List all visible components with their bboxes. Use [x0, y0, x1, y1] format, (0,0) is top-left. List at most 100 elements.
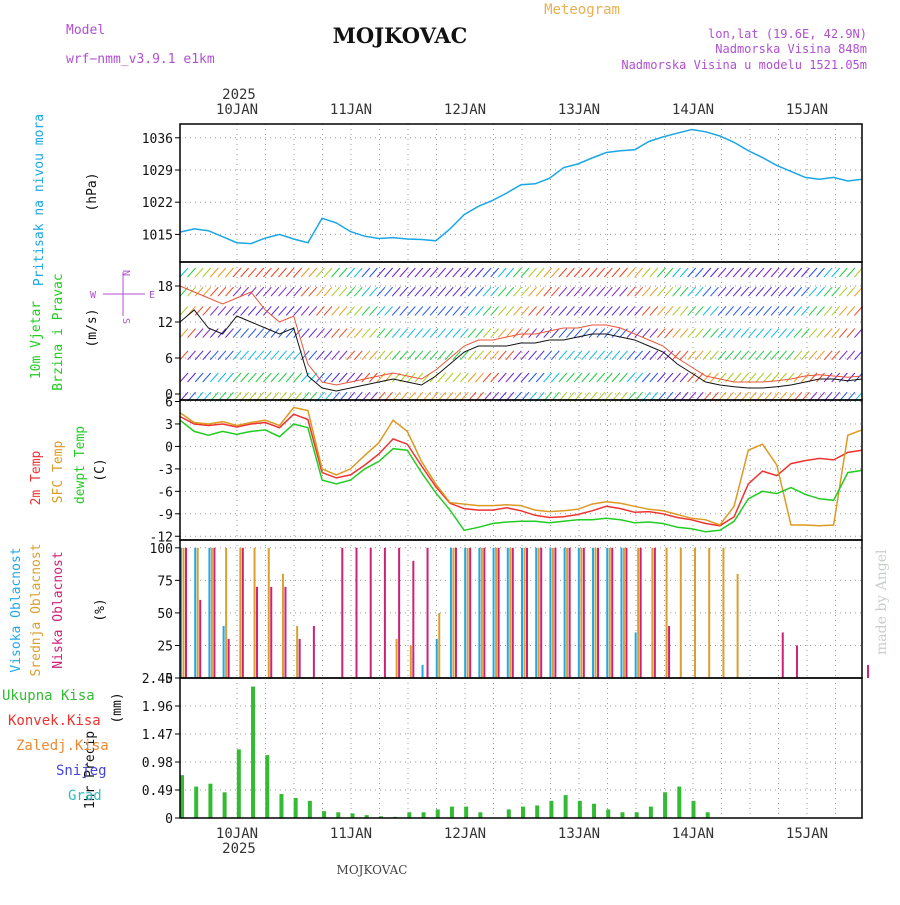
wind-barb — [732, 306, 742, 316]
wind-barb — [209, 372, 219, 383]
wind-barb — [187, 328, 196, 338]
y-tick-label: -12 — [150, 530, 173, 545]
wind-barb — [361, 328, 371, 338]
bar-total — [350, 813, 355, 818]
wind-barb — [460, 286, 469, 297]
wind-barb — [361, 306, 371, 316]
bar-total — [592, 803, 597, 818]
bar-total — [577, 800, 582, 818]
wind-barb — [785, 372, 795, 383]
bar-mid — [281, 573, 284, 678]
wind-barb — [414, 267, 424, 278]
wind-barb — [588, 267, 598, 278]
wind-barb — [732, 286, 742, 297]
wind-barb — [550, 267, 560, 278]
year-bottom: 2025 — [222, 841, 256, 857]
bar-low — [511, 547, 514, 678]
bar-low — [270, 586, 273, 678]
bar-high — [194, 547, 197, 678]
y-tick-label: 25 — [157, 639, 173, 654]
wind-barb — [490, 350, 500, 361]
wind-barb — [217, 267, 227, 278]
bar-total — [478, 812, 483, 818]
wind-barb — [278, 350, 287, 361]
wind-barb — [232, 328, 242, 338]
wind-barb — [490, 372, 500, 383]
wind-barb — [581, 286, 590, 297]
wind-barb — [270, 306, 280, 316]
wind-barb — [369, 267, 378, 278]
wind-barb — [755, 328, 765, 338]
wind-barb — [823, 286, 833, 297]
wind-barb — [331, 372, 340, 383]
bar-total — [421, 812, 426, 818]
wind-barb — [755, 350, 765, 361]
day-label-bottom: 11JAN — [330, 826, 372, 842]
wind-barb — [679, 306, 689, 316]
legend-convective: Konvek.Kisa — [8, 713, 101, 729]
wind-barb — [611, 328, 621, 338]
wind-barb — [497, 350, 507, 361]
wind-barb — [588, 350, 598, 361]
wind-barb — [717, 372, 727, 383]
wind-barb — [717, 328, 727, 338]
wind-barb — [316, 350, 325, 361]
wind-barb — [482, 328, 492, 338]
wind-barb — [664, 372, 674, 383]
wind-barb — [482, 267, 492, 278]
wind-barb — [603, 286, 613, 297]
wind-barb — [573, 372, 583, 383]
bar-low — [540, 547, 543, 678]
bar-low — [355, 547, 358, 678]
wind-barb — [293, 267, 303, 278]
bar-low — [867, 664, 869, 678]
wind-barb — [641, 372, 651, 383]
wind-barb — [513, 350, 522, 361]
wind-barb — [702, 286, 712, 297]
cloud-label-2: Srednja Oblacnost — [29, 543, 44, 676]
wind-barb — [232, 350, 242, 361]
wind-barb — [262, 267, 272, 278]
y-tick-label: -3 — [157, 463, 173, 478]
bar-total — [691, 800, 696, 818]
wind-barb — [323, 328, 333, 338]
wind-barb — [785, 267, 795, 278]
bar-high — [549, 547, 552, 678]
wind-barb — [566, 286, 575, 297]
wind-barb — [823, 328, 833, 338]
bar-mid — [196, 547, 199, 678]
wind-barb — [323, 306, 333, 316]
wind-barb — [801, 267, 810, 278]
wind-barb — [854, 306, 863, 316]
wind-barb — [679, 286, 689, 297]
bar-total — [620, 812, 625, 818]
wind-barb — [649, 267, 659, 278]
wind-barb — [558, 328, 568, 338]
bar-low — [185, 547, 187, 678]
wind-barb — [278, 306, 287, 316]
wind-barb — [694, 306, 704, 316]
wind-barb — [588, 372, 598, 383]
bar-total — [378, 816, 383, 818]
wind-barb — [240, 372, 249, 383]
bar-high — [421, 664, 424, 678]
wind-barb — [194, 267, 204, 278]
wind-barb — [641, 350, 651, 361]
wind-barb — [452, 306, 462, 316]
wind-barb — [452, 267, 462, 278]
series-line-pressure — [179, 128, 863, 245]
y-tick-label: 1036 — [142, 132, 173, 147]
wind-barb — [179, 267, 189, 278]
wind-barb — [232, 267, 242, 278]
wind-barb — [672, 286, 681, 297]
svg-text:N: N — [120, 270, 131, 276]
wind-barb — [687, 267, 697, 278]
wind-barb — [679, 350, 689, 361]
wind-barb — [831, 328, 841, 338]
wind-barb — [422, 267, 431, 278]
bar-mid — [694, 547, 696, 678]
wind-barb — [300, 286, 310, 297]
wind-barb — [619, 267, 628, 278]
wind-barb — [467, 328, 477, 338]
bar-high — [180, 547, 182, 678]
